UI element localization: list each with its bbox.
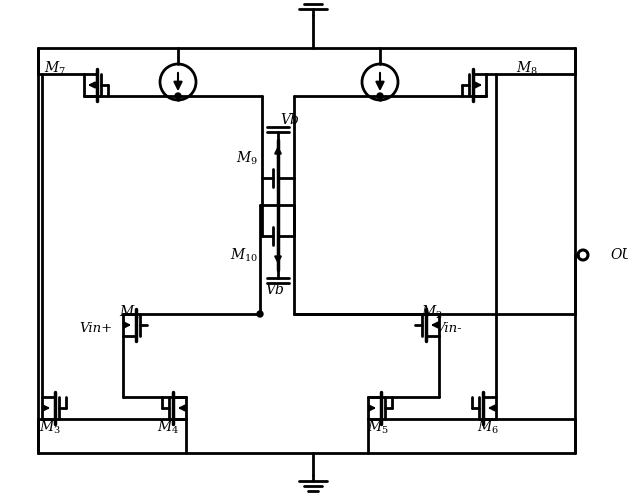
Text: $M_{3}$: $M_{3}$ <box>39 418 61 436</box>
Text: $M_{1}$: $M_{1}$ <box>119 303 141 321</box>
Text: $M_{5}$: $M_{5}$ <box>367 418 389 436</box>
Circle shape <box>175 93 181 99</box>
Text: $M_{9}$: $M_{9}$ <box>236 149 258 167</box>
Text: Vb: Vb <box>266 283 284 297</box>
Text: $M_{7}$: $M_{7}$ <box>44 59 66 77</box>
Text: $M_{4}$: $M_{4}$ <box>157 418 179 436</box>
Text: $M_{10}$: $M_{10}$ <box>230 247 258 264</box>
Text: Vin-: Vin- <box>435 322 462 335</box>
Text: OUT: OUT <box>610 248 628 262</box>
Circle shape <box>257 311 263 317</box>
Text: $M_{8}$: $M_{8}$ <box>516 59 538 77</box>
Text: $M_{2}$: $M_{2}$ <box>421 303 443 321</box>
Text: $M_{6}$: $M_{6}$ <box>477 418 499 436</box>
Circle shape <box>377 93 383 99</box>
Text: Vb: Vb <box>281 113 300 127</box>
Text: Vin+: Vin+ <box>80 322 113 335</box>
